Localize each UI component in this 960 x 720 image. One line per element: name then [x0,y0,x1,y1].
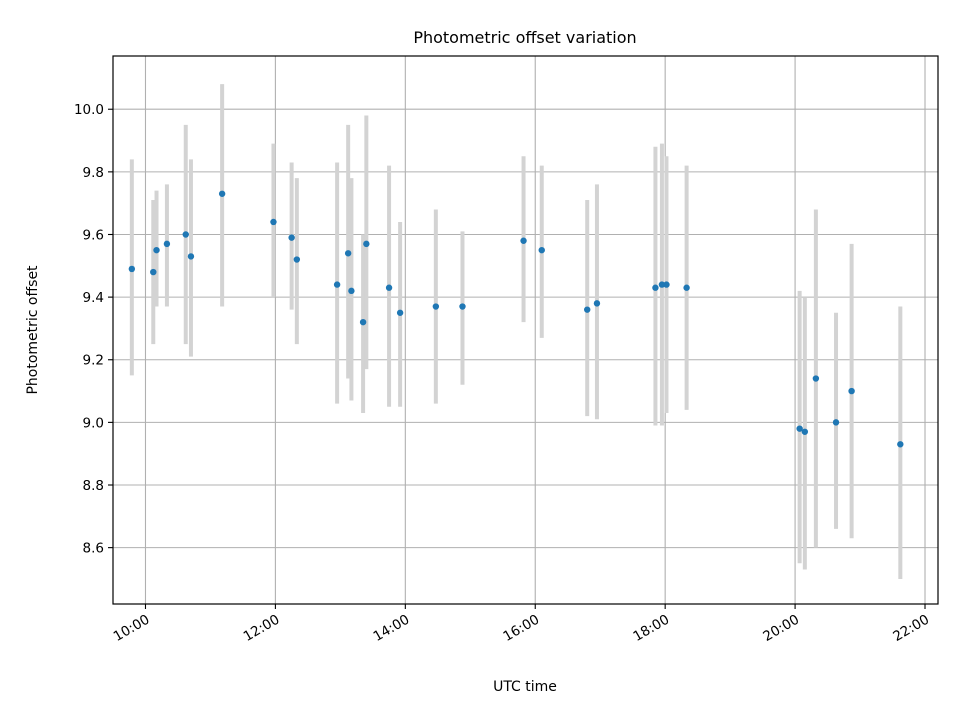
data-point [459,303,466,310]
data-point [663,281,670,288]
data-point [348,287,355,295]
data-point [538,246,545,254]
data-point [182,231,189,238]
data-point [385,284,393,291]
data-point [396,309,404,316]
y-tick-label: 10.0 [74,102,104,118]
data-points [128,190,904,448]
x-axis-label: UTC time [493,679,557,695]
data-point [187,253,195,260]
data-point [293,256,301,263]
data-point [218,190,226,197]
data-point [848,387,855,395]
data-point [897,441,904,448]
data-point [683,284,690,291]
y-tick-label: 9.8 [83,165,104,181]
data-point [270,218,277,226]
data-point [163,240,171,248]
y-tick-label: 9.0 [83,415,104,431]
data-point [359,318,367,326]
data-point [432,303,440,310]
y-tick-label: 9.2 [83,353,104,369]
data-point [520,237,527,244]
data-point [652,284,659,291]
data-point [796,425,803,432]
data-point [832,419,840,426]
data-point [812,375,820,382]
data-point [150,268,157,276]
data-point [153,246,160,254]
data-point [658,281,666,288]
data-point [288,234,295,241]
data-point [363,240,370,248]
y-axis-label: Photometric offset [25,265,41,395]
data-point [128,265,136,273]
data-point [801,428,809,435]
data-point [593,300,601,307]
chart-title: Photometric offset variation [413,28,636,47]
data-point [584,306,591,313]
y-tick-label: 9.6 [83,227,104,243]
y-tick-label: 8.6 [83,541,104,557]
y-tick-label: 9.4 [83,290,104,306]
y-tick-label: 8.8 [83,478,104,494]
data-point [333,281,341,288]
plot-frame [112,55,939,605]
data-point [344,250,352,257]
